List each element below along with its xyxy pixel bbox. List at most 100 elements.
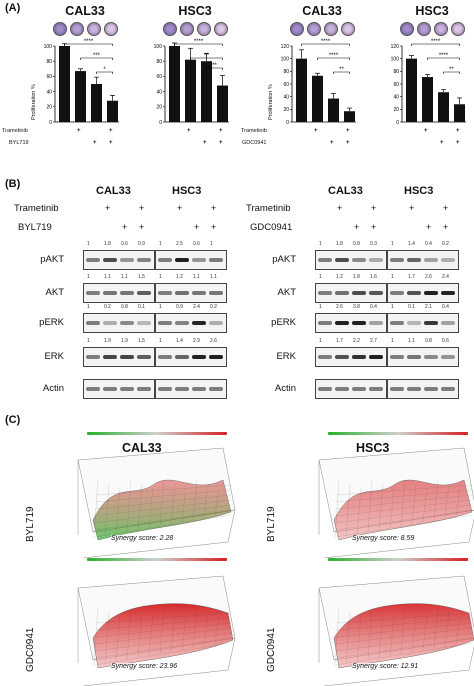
mesh-line — [126, 479, 132, 533]
condition-label-1: Trametinib — [2, 128, 28, 134]
densitometry-value: 1 — [319, 241, 322, 247]
well-images-3 — [400, 22, 468, 36]
densitometry-value: 0.2 — [104, 304, 111, 310]
panel-a-label: (A) — [5, 2, 21, 14]
densitometry-value: 0.8 — [425, 338, 432, 344]
mesh-line — [422, 615, 428, 651]
synergy-surface — [333, 479, 473, 541]
mesh-line — [192, 607, 198, 649]
blot-cal33-actin — [315, 379, 387, 399]
blot-hsc3-pakt — [155, 250, 227, 270]
densitometry-value: 1.4 — [408, 241, 415, 247]
densitometry-value: 0.9 — [138, 241, 145, 247]
mesh-line — [335, 484, 473, 496]
mesh-line — [378, 483, 384, 531]
densitometry-value: 1.1 — [121, 274, 128, 280]
densitometry-value: 2.9 — [193, 338, 200, 344]
mesh-line — [192, 479, 198, 521]
mesh-line — [400, 479, 406, 527]
protein-band — [120, 321, 134, 325]
synergy-surface-2 — [77, 575, 236, 686]
blot-condition-drug: BYL719 — [18, 222, 52, 233]
well-icon — [451, 22, 465, 36]
protein-band — [209, 321, 223, 325]
y-tick-label: 100 — [281, 56, 290, 62]
densitometry-value: 1.6 — [370, 274, 377, 280]
plus-sign: + — [424, 128, 428, 134]
densitometry-value: 0.4 — [425, 241, 432, 247]
synergy-title-cal33: CAL33 — [122, 441, 162, 455]
signif-stars: ** — [212, 63, 217, 69]
synergy-score-label: Synergy score: — [111, 535, 160, 542]
y-tick-label: 100 — [391, 56, 400, 62]
plus-sign: + — [105, 203, 111, 213]
densitometry-value: 1 — [391, 241, 394, 247]
mesh-line — [444, 483, 450, 519]
mesh-line — [335, 632, 473, 652]
mesh-line — [367, 479, 373, 533]
protein-band — [369, 258, 383, 262]
densitometry-value: 0.6 — [193, 241, 200, 247]
color-scale-bar — [87, 558, 227, 561]
mesh-line — [203, 611, 209, 647]
protein-band — [335, 387, 349, 391]
mesh-line — [148, 615, 154, 657]
y-tick-label: 20 — [393, 107, 399, 113]
mesh-line — [203, 483, 209, 519]
densitometry-value: 2.6 — [425, 274, 432, 280]
well-icon — [290, 22, 304, 36]
mesh-line — [94, 637, 232, 659]
condition-label-1: Trametinib — [241, 128, 267, 134]
protein-band — [158, 291, 172, 295]
y-tick-label: 80 — [46, 59, 52, 65]
mesh-line — [345, 611, 351, 665]
mesh-line — [170, 611, 176, 653]
protein-band — [335, 321, 349, 325]
densitometry-value: 0.8 — [121, 304, 128, 310]
plus-sign: + — [314, 128, 318, 134]
densitometry-value: 1 — [87, 304, 90, 310]
densitometry-value: 0.6 — [121, 241, 128, 247]
mesh-line — [94, 484, 232, 496]
mesh-line — [137, 483, 143, 531]
synergy-score-value: 23.96 — [159, 663, 178, 670]
mesh-line — [94, 514, 232, 538]
plus-sign: + — [409, 203, 415, 213]
protein-band — [175, 355, 189, 359]
blot-title-cal33: CAL33 — [328, 185, 363, 197]
synergy-surface-0 — [77, 447, 236, 558]
bar — [75, 71, 86, 122]
mesh-line — [115, 487, 121, 535]
mesh-line — [433, 479, 439, 521]
y-tick-label: 20 — [283, 107, 289, 113]
mesh-line — [411, 611, 417, 653]
synergy-row-label-3: GDC0941 — [266, 627, 277, 672]
bar — [185, 59, 196, 122]
mesh-line — [94, 499, 232, 517]
protein-band — [103, 321, 117, 325]
signif-bracket — [411, 43, 460, 46]
protein-band — [335, 355, 349, 359]
signif-bracket — [333, 71, 350, 74]
mesh-line — [94, 632, 232, 652]
blot-label-pakt: pAKT — [272, 254, 296, 265]
blot-label-akt: AKT — [45, 287, 64, 298]
synergy-row-label-0: BYL719 — [25, 506, 36, 542]
protein-band — [424, 321, 438, 325]
signif-bracket — [427, 57, 460, 60]
synergy-score-value: 2.28 — [159, 535, 174, 542]
densitometry-value: 1 — [319, 338, 322, 344]
y-tick-label: 0 — [49, 120, 52, 126]
plus-sign: + — [177, 203, 183, 213]
protein-band — [192, 258, 206, 262]
densitometry-value: 1 — [87, 274, 90, 280]
blot-cal33-pakt — [315, 250, 387, 270]
mesh-line — [148, 487, 154, 529]
plus-sign: + — [109, 140, 113, 146]
mesh-line — [335, 642, 473, 666]
blot-label-perk: pERK — [271, 317, 296, 328]
bar — [91, 84, 102, 122]
mesh-line — [400, 607, 406, 655]
